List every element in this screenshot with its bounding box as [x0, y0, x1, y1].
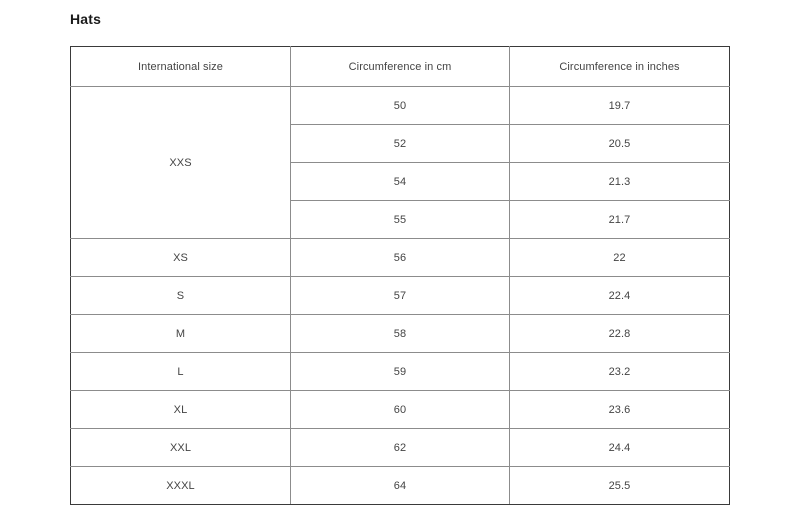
table-header: International size Circumference in cm C…: [70, 46, 730, 87]
table-row: XXS 50 19.7: [70, 86, 730, 239]
cell-circumference-cm: 59: [290, 352, 510, 391]
cell-circumference-inches: 22.4: [509, 276, 730, 315]
column-header-international-size: International size: [70, 46, 291, 87]
table-row: L 59 23.2: [70, 352, 730, 391]
cell-circumference-cm: 60: [290, 390, 510, 429]
cell-circumference-cm: 54: [290, 162, 510, 201]
table-row: XXXL 64 25.5: [70, 466, 730, 505]
cell-circumference-inches: 20.5: [509, 124, 730, 163]
cell-international-size: L: [70, 352, 291, 391]
cell-international-size: XXL: [70, 428, 291, 467]
cell-circumference-cm: 56: [290, 238, 510, 277]
table-row: XXL 62 24.4: [70, 428, 730, 467]
cell-circumference-inches: 24.4: [509, 428, 730, 467]
cell-international-size: XS: [70, 238, 291, 277]
cell-circumference-cm: 55: [290, 200, 510, 239]
table-row: XS 56 22: [70, 238, 730, 277]
cell-circumference-inches: 22: [509, 238, 730, 277]
cell-international-size: XXXL: [70, 466, 291, 505]
page-title: Hats: [70, 11, 102, 27]
table-row: 54 21.3: [71, 162, 730, 201]
cell-circumference-cm: 50: [290, 86, 510, 125]
cell-circumference-cm: 58: [290, 314, 510, 353]
table-row: 55 21.7: [71, 200, 730, 239]
cell-circumference-inches: 25.5: [509, 466, 730, 505]
column-header-circumference-inches: Circumference in inches: [509, 46, 730, 87]
hats-size-table: International size Circumference in cm C…: [70, 46, 730, 505]
cell-circumference-inches: 19.7: [509, 86, 730, 125]
cell-circumference-cm: 64: [290, 466, 510, 505]
cell-circumference-inches: 23.6: [509, 390, 730, 429]
table-header-row: International size Circumference in cm C…: [70, 46, 730, 87]
cell-circumference-cm: 57: [290, 276, 510, 315]
cell-international-size: XL: [70, 390, 291, 429]
cell-international-size: M: [70, 314, 291, 353]
cell-circumference-inches: 21.7: [509, 200, 730, 239]
table-row: XL 60 23.6: [70, 390, 730, 429]
cell-international-size: XXS: [70, 86, 291, 239]
table-row: S 57 22.4: [70, 276, 730, 315]
cell-circumference-inches: 23.2: [509, 352, 730, 391]
table-body: XXS 50 19.7 52 20.5 54 21.3 55 21.7 XS 56 22 S 57 22.4…: [70, 86, 730, 505]
cell-circumference-inches: 22.8: [509, 314, 730, 353]
cell-circumference-inches: 21.3: [509, 162, 730, 201]
cell-international-size: S: [70, 276, 291, 315]
cell-circumference-cm: 62: [290, 428, 510, 467]
table-row: 52 20.5: [71, 124, 730, 163]
cell-circumference-cm: 52: [290, 124, 510, 163]
table-row: M 58 22.8: [70, 314, 730, 353]
column-header-circumference-cm: Circumference in cm: [290, 46, 510, 87]
